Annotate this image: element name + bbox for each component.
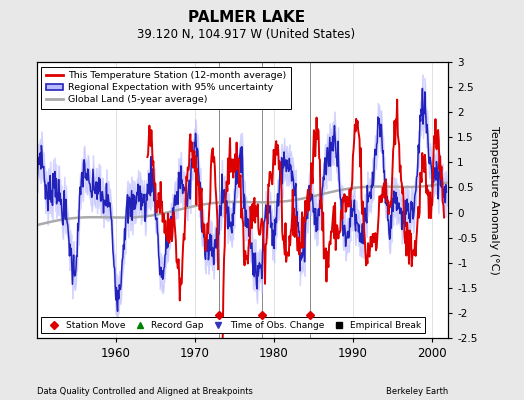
Text: 39.120 N, 104.917 W (United States): 39.120 N, 104.917 W (United States) xyxy=(137,28,355,41)
Text: PALMER LAKE: PALMER LAKE xyxy=(188,10,305,25)
Legend: Station Move, Record Gap, Time of Obs. Change, Empirical Break: Station Move, Record Gap, Time of Obs. C… xyxy=(41,317,425,334)
Y-axis label: Temperature Anomaly (°C): Temperature Anomaly (°C) xyxy=(488,126,498,274)
Text: Berkeley Earth: Berkeley Earth xyxy=(386,387,448,396)
Text: Data Quality Controlled and Aligned at Breakpoints: Data Quality Controlled and Aligned at B… xyxy=(37,387,253,396)
